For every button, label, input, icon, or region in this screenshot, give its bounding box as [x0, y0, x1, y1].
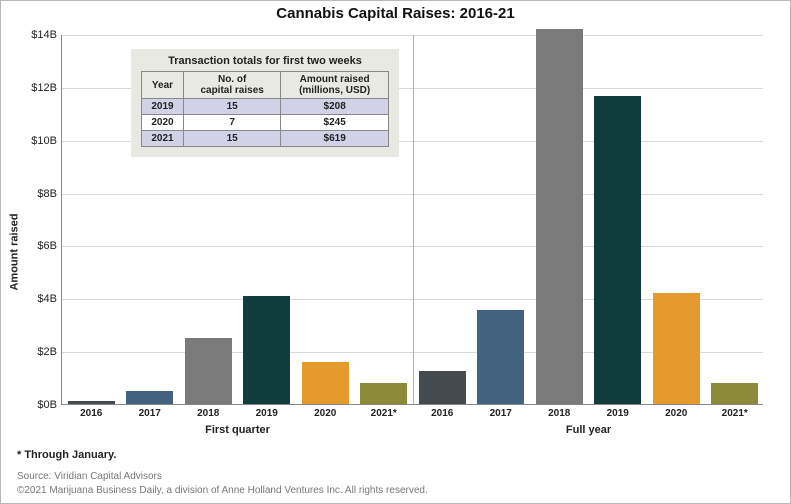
copyright-line: ©2021 Marijuana Business Daily, a divisi… [17, 485, 428, 496]
inset-cell: 2020 [142, 115, 184, 131]
inset-col-header: Year [142, 72, 184, 99]
inset-title: Transaction totals for first two weeks [141, 55, 389, 71]
inset-row: 202115$619 [142, 131, 389, 147]
bar-full_year-2021 [711, 383, 758, 404]
x-tick-label: 2020 [665, 404, 687, 419]
y-tick-label: $0B [1, 399, 57, 411]
inset-table-panel: Transaction totals for first two weeks Y… [131, 49, 399, 157]
x-tick-label: 2020 [314, 404, 336, 419]
x-tick-label: 2021* [722, 404, 748, 419]
x-tick-label: 2017 [490, 404, 512, 419]
bar-full_year-2016 [419, 371, 466, 404]
inset-row: 201915$208 [142, 99, 389, 115]
y-tick-label: $12B [1, 82, 57, 94]
inset-cell: $619 [281, 131, 389, 147]
inset-cell: 15 [184, 99, 281, 115]
group-label: First quarter [205, 404, 270, 436]
y-axis-ticks: $0B$2B$4B$6B$8B$10B$12B$14B [1, 35, 57, 405]
source-line: Source: Viridian Capital Advisors [17, 471, 162, 482]
bar-full_year-2020 [653, 293, 700, 404]
bar-full_year-2018 [536, 29, 583, 404]
inset-col-header: Amount raised(millions, USD) [281, 72, 389, 99]
x-tick-label: 2021* [371, 404, 397, 419]
inset-table: YearNo. ofcapital raisesAmount raised(mi… [141, 71, 389, 147]
y-tick-label: $2B [1, 346, 57, 358]
group-label: Full year [566, 404, 611, 436]
x-tick-label: 2016 [431, 404, 453, 419]
inset-cell: 2019 [142, 99, 184, 115]
bar-first_quarter-2021 [360, 383, 407, 404]
bar-full_year-2019 [594, 96, 641, 404]
bar-first_quarter-2020 [302, 362, 349, 404]
footnote: * Through January. [17, 449, 116, 461]
y-tick-label: $8B [1, 188, 57, 200]
x-tick-label: 2017 [139, 404, 161, 419]
inset-cell: 2021 [142, 131, 184, 147]
bar-first_quarter-2018 [185, 338, 232, 404]
inset-col-header: No. ofcapital raises [184, 72, 281, 99]
y-tick-label: $6B [1, 240, 57, 252]
inset-cell: 7 [184, 115, 281, 131]
inset-cell: 15 [184, 131, 281, 147]
inset-cell: $245 [281, 115, 389, 131]
bar-first_quarter-2017 [126, 391, 173, 404]
y-tick-label: $10B [1, 135, 57, 147]
inset-row: 20207$245 [142, 115, 389, 131]
y-tick-label: $14B [1, 29, 57, 41]
inset-cell: $208 [281, 99, 389, 115]
chart-title: Cannabis Capital Raises: 2016-21 [1, 5, 790, 22]
y-tick-label: $4B [1, 293, 57, 305]
chart-frame: Cannabis Capital Raises: 2016-21 Amount … [0, 0, 791, 504]
x-tick-label: 2016 [80, 404, 102, 419]
bar-first_quarter-2019 [243, 296, 290, 404]
bar-full_year-2017 [477, 310, 524, 404]
